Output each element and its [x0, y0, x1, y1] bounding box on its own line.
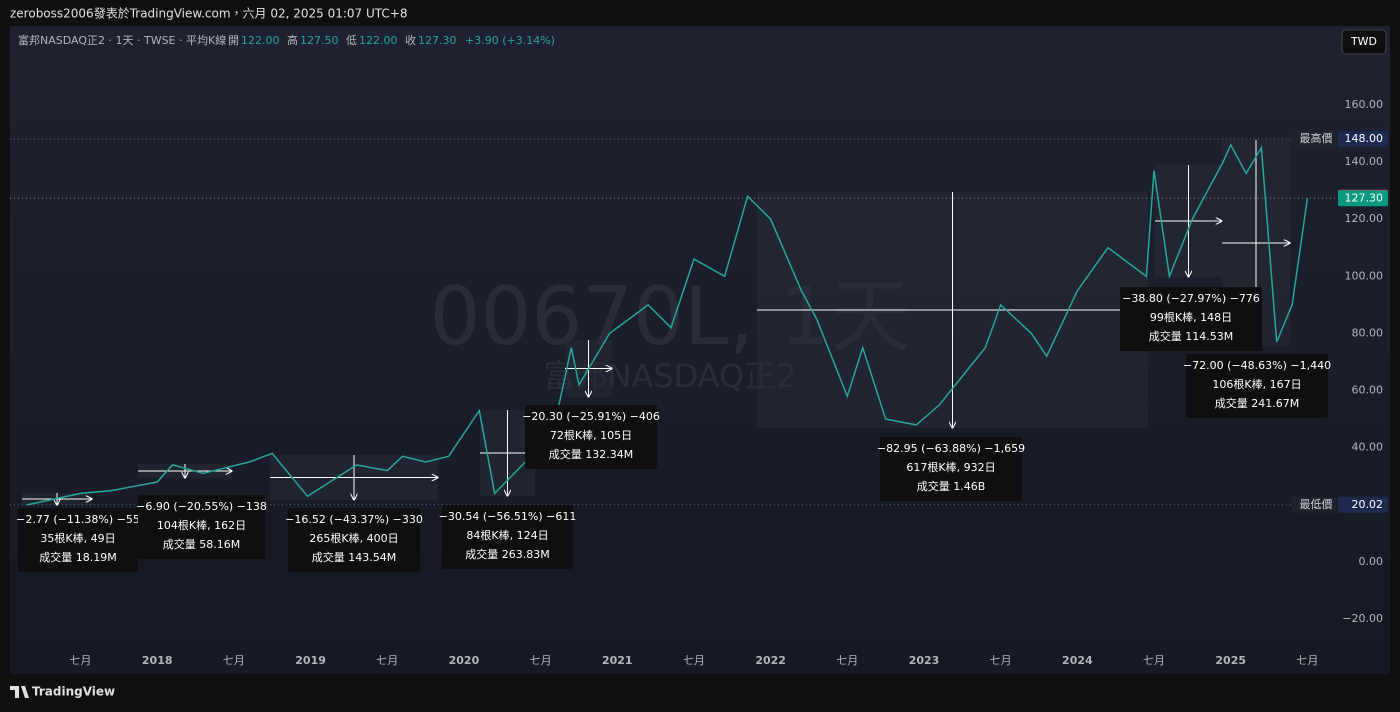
price-line-series	[26, 143, 1309, 506]
y-tick-label: 60.00	[1352, 384, 1384, 397]
x-tick-label: 2020	[449, 654, 480, 667]
ohlc-label: 收	[405, 33, 416, 47]
y-tick-label: 120.00	[1345, 212, 1384, 225]
annotation-text: 成交量 263.83M	[465, 547, 549, 561]
annotation-text: 成交量 18.19M	[39, 550, 116, 564]
annotation-text: −30.54 (−56.51%) −611	[439, 510, 577, 523]
x-tick-label: 七月	[70, 654, 92, 667]
annotation-text: −20.30 (−25.91%) −406	[522, 410, 660, 423]
attribution: zeroboss2006發表於TradingView.com，六月 02, 20…	[10, 6, 407, 21]
y-tick-label: 100.00	[1345, 269, 1384, 282]
annotation-text: 成交量 114.53M	[1149, 329, 1233, 343]
y-tick-label: 80.00	[1352, 326, 1384, 339]
price-tag-name-bg	[1292, 496, 1336, 513]
watermark-name: 富邦NASDAQ正2	[543, 357, 796, 395]
annotation-text: 265根K棒, 400日	[309, 531, 398, 545]
annotation-text: 成交量 58.16M	[163, 537, 240, 551]
watermark-ticker: 00670L, 1天	[430, 270, 911, 363]
y-tick-label: 140.00	[1345, 155, 1384, 168]
y-tick-label: 40.00	[1352, 441, 1384, 454]
price-tag-name: 最高價	[1300, 131, 1333, 145]
annotation-box	[880, 437, 1022, 501]
annotation-text: 104根K棒, 162日	[157, 518, 246, 532]
legend: 富邦NASDAQ正2 · 1天 · TWSE · 平均K線 開 122.00 高…	[18, 33, 555, 47]
annotation-text: 成交量 241.67M	[1215, 396, 1299, 410]
currency[interactable]: TWD	[1350, 35, 1377, 48]
x-tick-label: 七月	[836, 654, 858, 667]
annotation-text: −2.77 (−11.38%) −55	[16, 513, 140, 526]
annotation-box	[1186, 354, 1328, 418]
price-tag-label: 148.00	[1345, 132, 1384, 145]
annotation-text: 617根K棒, 932日	[906, 460, 995, 474]
annotation-text: 99根K棒, 148日	[1150, 310, 1232, 324]
x-tick-label: 七月	[683, 654, 705, 667]
ohlc-label: 高	[287, 33, 298, 47]
price-tag-name-bg	[1292, 131, 1336, 148]
x-tick-label: 七月	[530, 654, 552, 667]
x-tick-label: 2023	[909, 654, 940, 667]
annotation-text: −82.95 (−63.88%) −1,659	[877, 442, 1025, 455]
annotation-box	[1120, 287, 1262, 351]
price-tag-label: 20.02	[1352, 498, 1384, 511]
price-tag-name: 最低價	[1300, 497, 1333, 511]
price-tag	[1338, 190, 1388, 207]
x-tick-label: 2019	[295, 654, 326, 667]
x-tick-label: 2018	[142, 654, 173, 667]
annotation-text: −16.52 (−43.37%) −330	[285, 513, 423, 526]
x-tick-label: 七月	[990, 654, 1012, 667]
annotation-text: −6.90 (−20.55%) −138	[136, 500, 267, 513]
annotation-box	[138, 495, 265, 559]
y-tick-label: 0.00	[1359, 555, 1384, 568]
logo	[10, 686, 29, 698]
annotation-box	[18, 508, 138, 572]
ohlc-value: 127.50	[300, 34, 339, 47]
annotation-text: −72.00 (−48.63%) −1,440	[1183, 359, 1331, 372]
x-tick-label: 七月	[1143, 654, 1165, 667]
annotation-box	[525, 405, 657, 469]
currency-button[interactable]	[1341, 29, 1387, 55]
annotation-box	[442, 505, 573, 569]
annotation-text: 成交量 143.54M	[312, 550, 396, 564]
annotation-text: 35根K棒, 49日	[40, 531, 115, 545]
x-tick-label: 2021	[602, 654, 633, 667]
annotation-text: 成交量 132.34M	[549, 447, 633, 461]
ohlc-value: 122.00	[241, 34, 280, 47]
y-tick-label: 160.00	[1345, 98, 1384, 111]
annotation-text: 72根K棒, 105日	[550, 428, 632, 442]
annotation-text: 106根K棒, 167日	[1212, 377, 1301, 391]
x-tick-label: 七月	[1296, 654, 1318, 667]
change: +3.90 (+3.14%)	[465, 34, 555, 47]
price-tag	[1338, 496, 1388, 513]
x-tick-label: 2024	[1062, 654, 1093, 667]
ohlc-value: 127.30	[418, 34, 457, 47]
annotation-text: 84根K棒, 124日	[466, 528, 548, 542]
x-tick-label: 2025	[1215, 654, 1246, 667]
x-tick-label: 七月	[223, 654, 245, 667]
annotation-text: −38.80 (−27.97%) −776	[1122, 292, 1260, 305]
ohlc-label: 開	[228, 34, 239, 47]
annotation-text: 成交量 1.46B	[917, 479, 986, 493]
footer-brand: TradingView	[32, 685, 115, 699]
x-tick-label: 七月	[376, 654, 398, 667]
x-tick-label: 2022	[755, 654, 786, 667]
y-tick-label: −20.00	[1342, 612, 1383, 625]
ohlc-value: 122.00	[359, 34, 398, 47]
annotation-box	[288, 508, 420, 572]
ohlc-label: 低	[346, 33, 357, 47]
price-tag-label: 127.30	[1345, 191, 1384, 204]
symbol: 富邦NASDAQ正2 · 1天 · TWSE · 平均K線	[18, 33, 226, 47]
price-tag	[1338, 131, 1388, 148]
